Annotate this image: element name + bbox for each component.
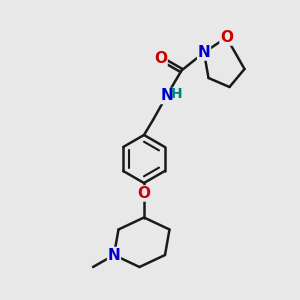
- Text: N: N: [198, 45, 210, 60]
- Text: O: O: [220, 30, 233, 45]
- Text: N: N: [108, 248, 120, 262]
- Text: O: O: [137, 186, 151, 201]
- Text: O: O: [154, 51, 167, 66]
- Text: N: N: [160, 88, 173, 104]
- Text: H: H: [171, 88, 183, 101]
